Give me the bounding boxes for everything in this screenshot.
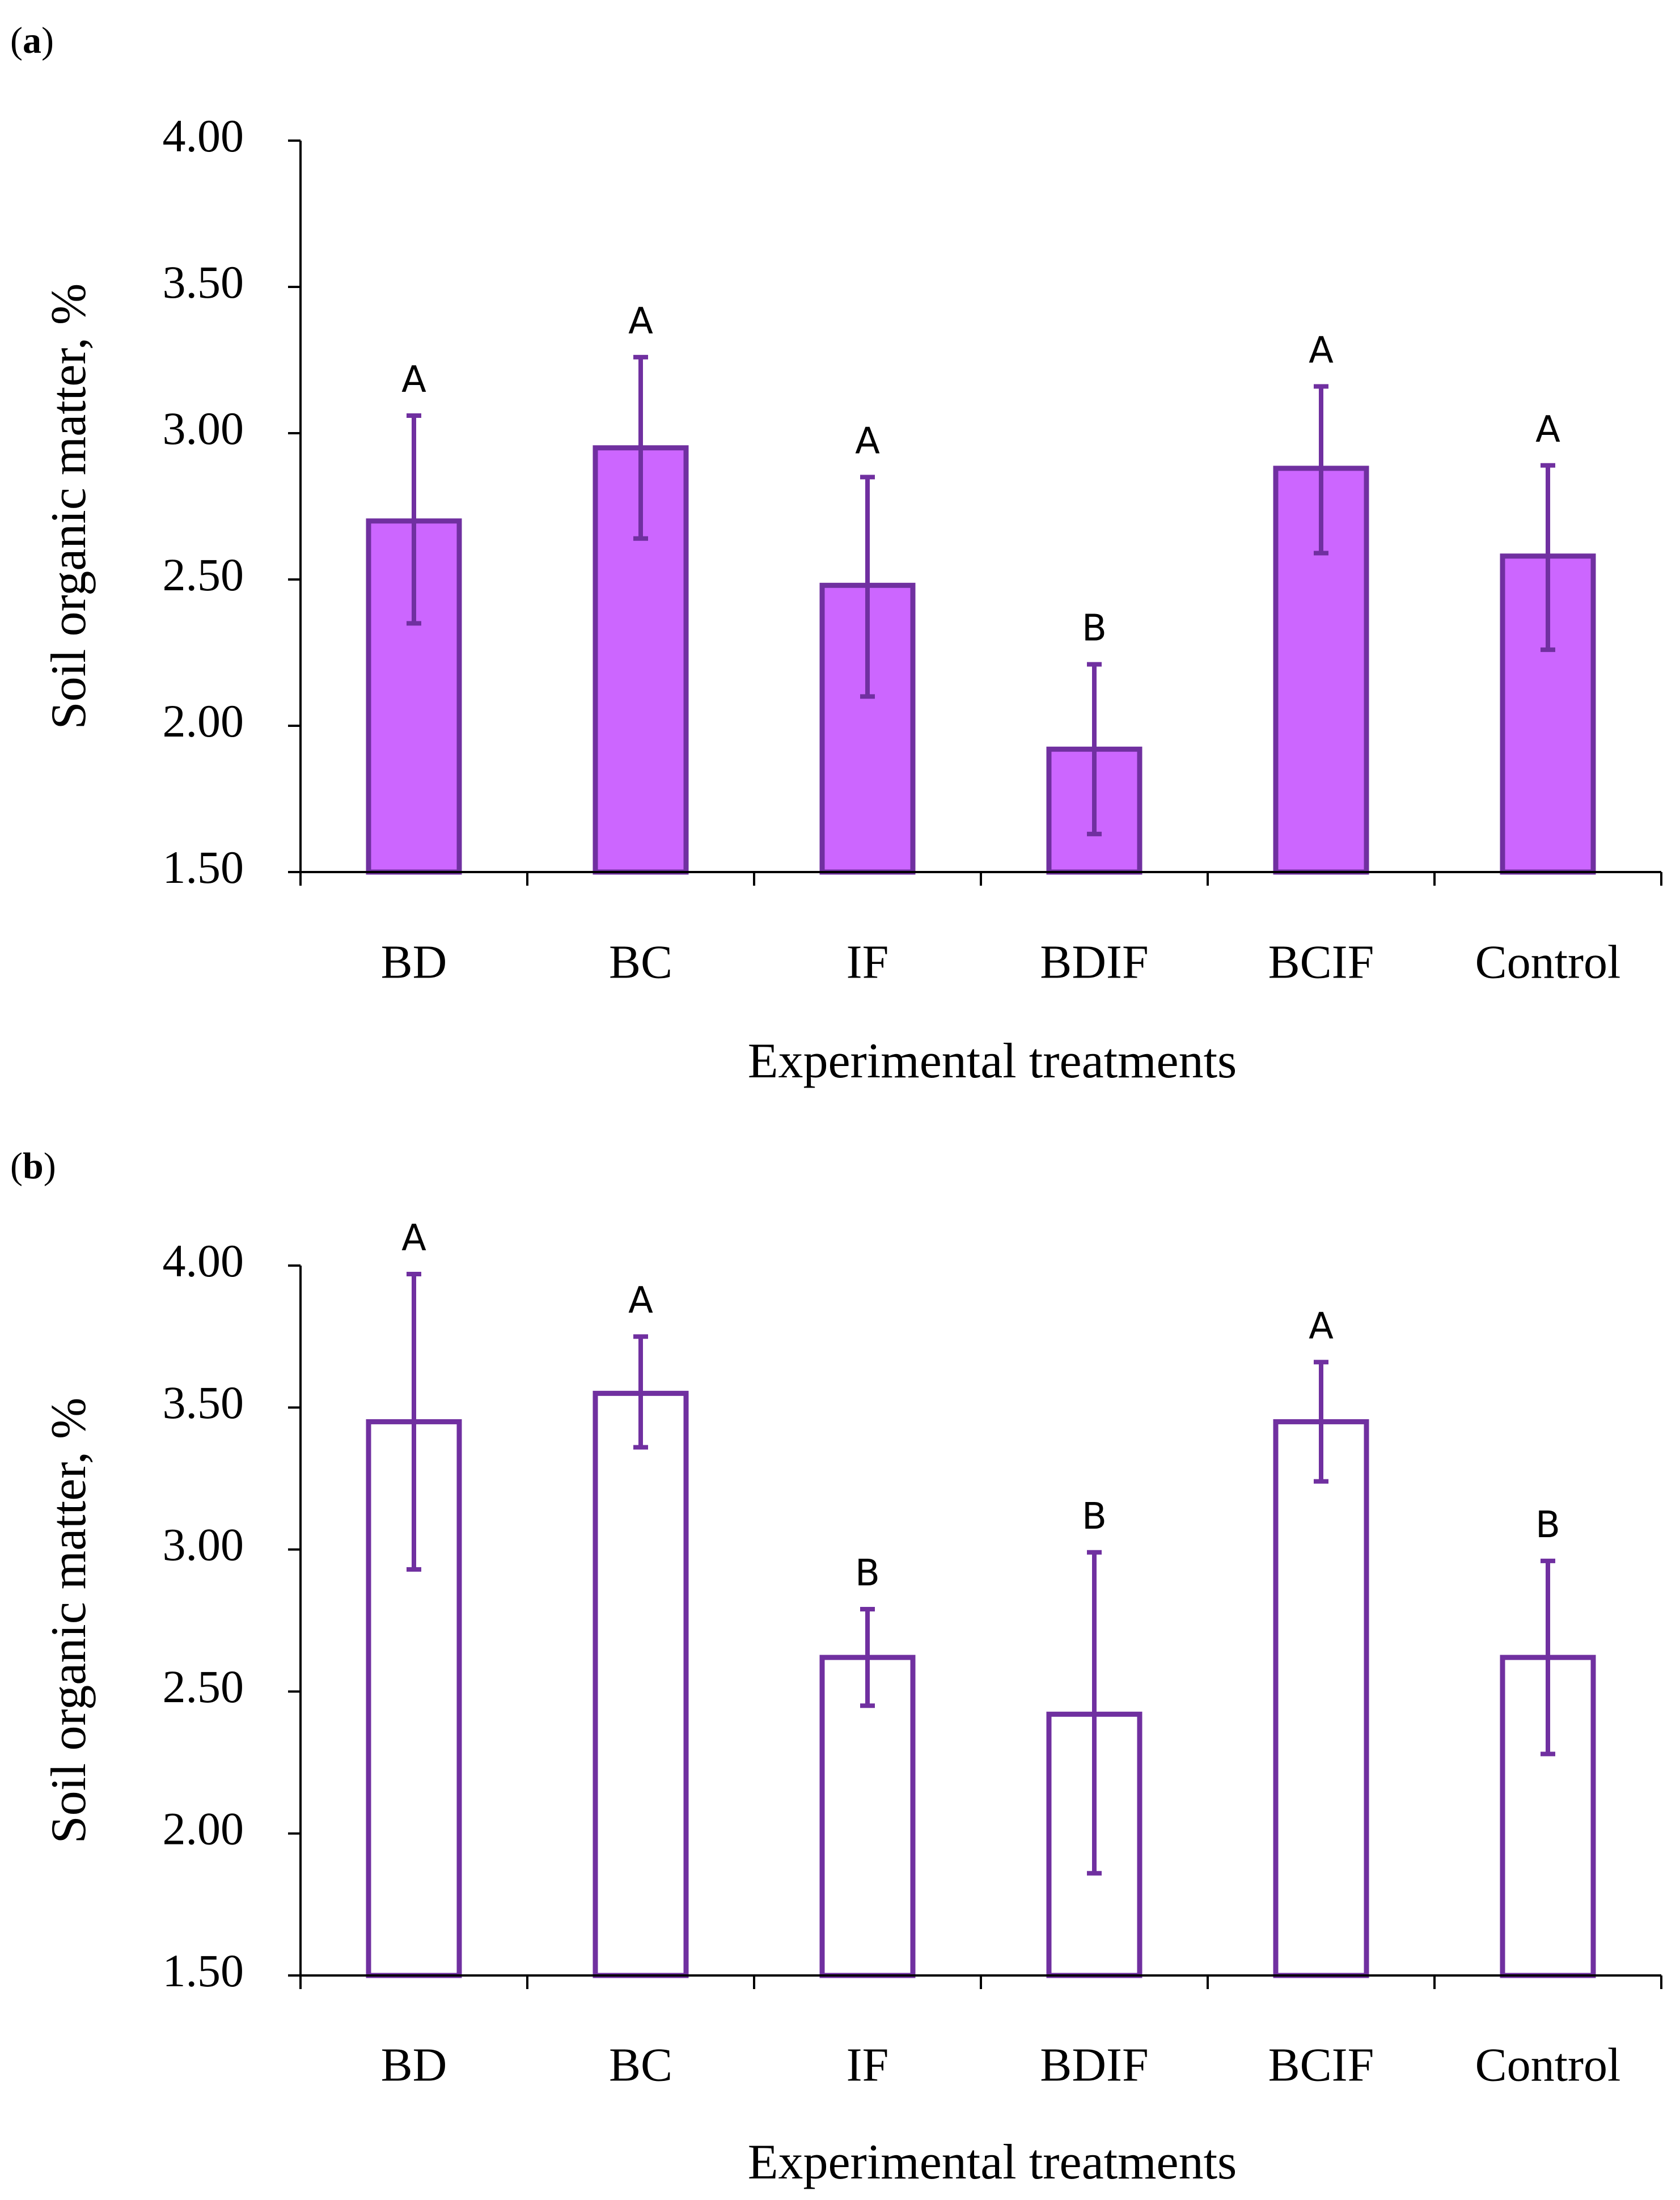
bar-if [819,1655,916,1978]
x-tick-label: BDIF [1040,936,1148,988]
y-tick-label: 3.50 [163,256,244,308]
y-tick-label: 1.50 [163,841,244,893]
significance-letter: B [1082,1496,1107,1538]
significance-letter: A [1309,329,1334,371]
significance-letter: A [401,1217,426,1259]
significance-letter: A [1535,409,1560,451]
panel-label: (a) [10,20,54,61]
significance-letter: A [1309,1305,1334,1347]
panel-label: (b) [10,1145,56,1187]
y-tick-label: 3.00 [163,403,244,454]
x-tick-label: BDIF [1040,2038,1148,2091]
x-axis-title: Experimental treatments [748,1034,1237,1089]
x-tick-label: Control [1475,936,1621,988]
y-tick-label: 3.00 [163,1519,244,1571]
panel-b: (b) A BD A BC B IF B BDIF A BCIF B Control 1.50 2.00 2.… [10,1145,1662,2190]
bar-bc [593,1390,689,1978]
significance-letter: A [855,420,880,462]
x-tick-label: BD [381,2038,447,2091]
x-axis-title: Experimental treatments [748,2135,1237,2190]
x-tick-label: BC [609,2038,672,2091]
x-tick-label: BCIF [1268,936,1374,988]
bar-bcif [1273,1419,1369,1978]
y-tick-label: 2.50 [163,1661,244,1712]
significance-letter: B [855,1552,880,1594]
y-tick-label: 2.00 [163,695,244,747]
x-tick-label: BC [609,936,672,988]
y-tick-label: 4.00 [163,110,244,162]
significance-letter: A [628,301,653,342]
y-tick-label: 2.00 [163,1803,244,1854]
x-tick-label: Control [1475,2038,1621,2091]
x-tick-label: IF [847,2038,889,2091]
x-tick-label: IF [847,936,889,988]
y-tick-label: 2.50 [163,549,244,600]
y-axis-title: Soil organic matter, % [41,284,96,730]
significance-letter: B [1535,1504,1560,1546]
panel-a: (a) A BD A BC A IF B BDIF A BCIF A Control 1.50 2.00 2.… [10,20,1662,1089]
significance-letter: B [1082,608,1107,650]
y-tick-label: 1.50 [163,1945,244,1996]
significance-letter: A [628,1280,653,1322]
significance-letter: A [401,359,426,401]
y-tick-label: 3.50 [163,1377,244,1428]
x-tick-label: BD [381,936,447,988]
y-tick-label: 4.00 [163,1235,244,1287]
x-tick-label: BCIF [1268,2038,1374,2091]
y-axis-title: Soil organic matter, % [41,1398,96,1844]
